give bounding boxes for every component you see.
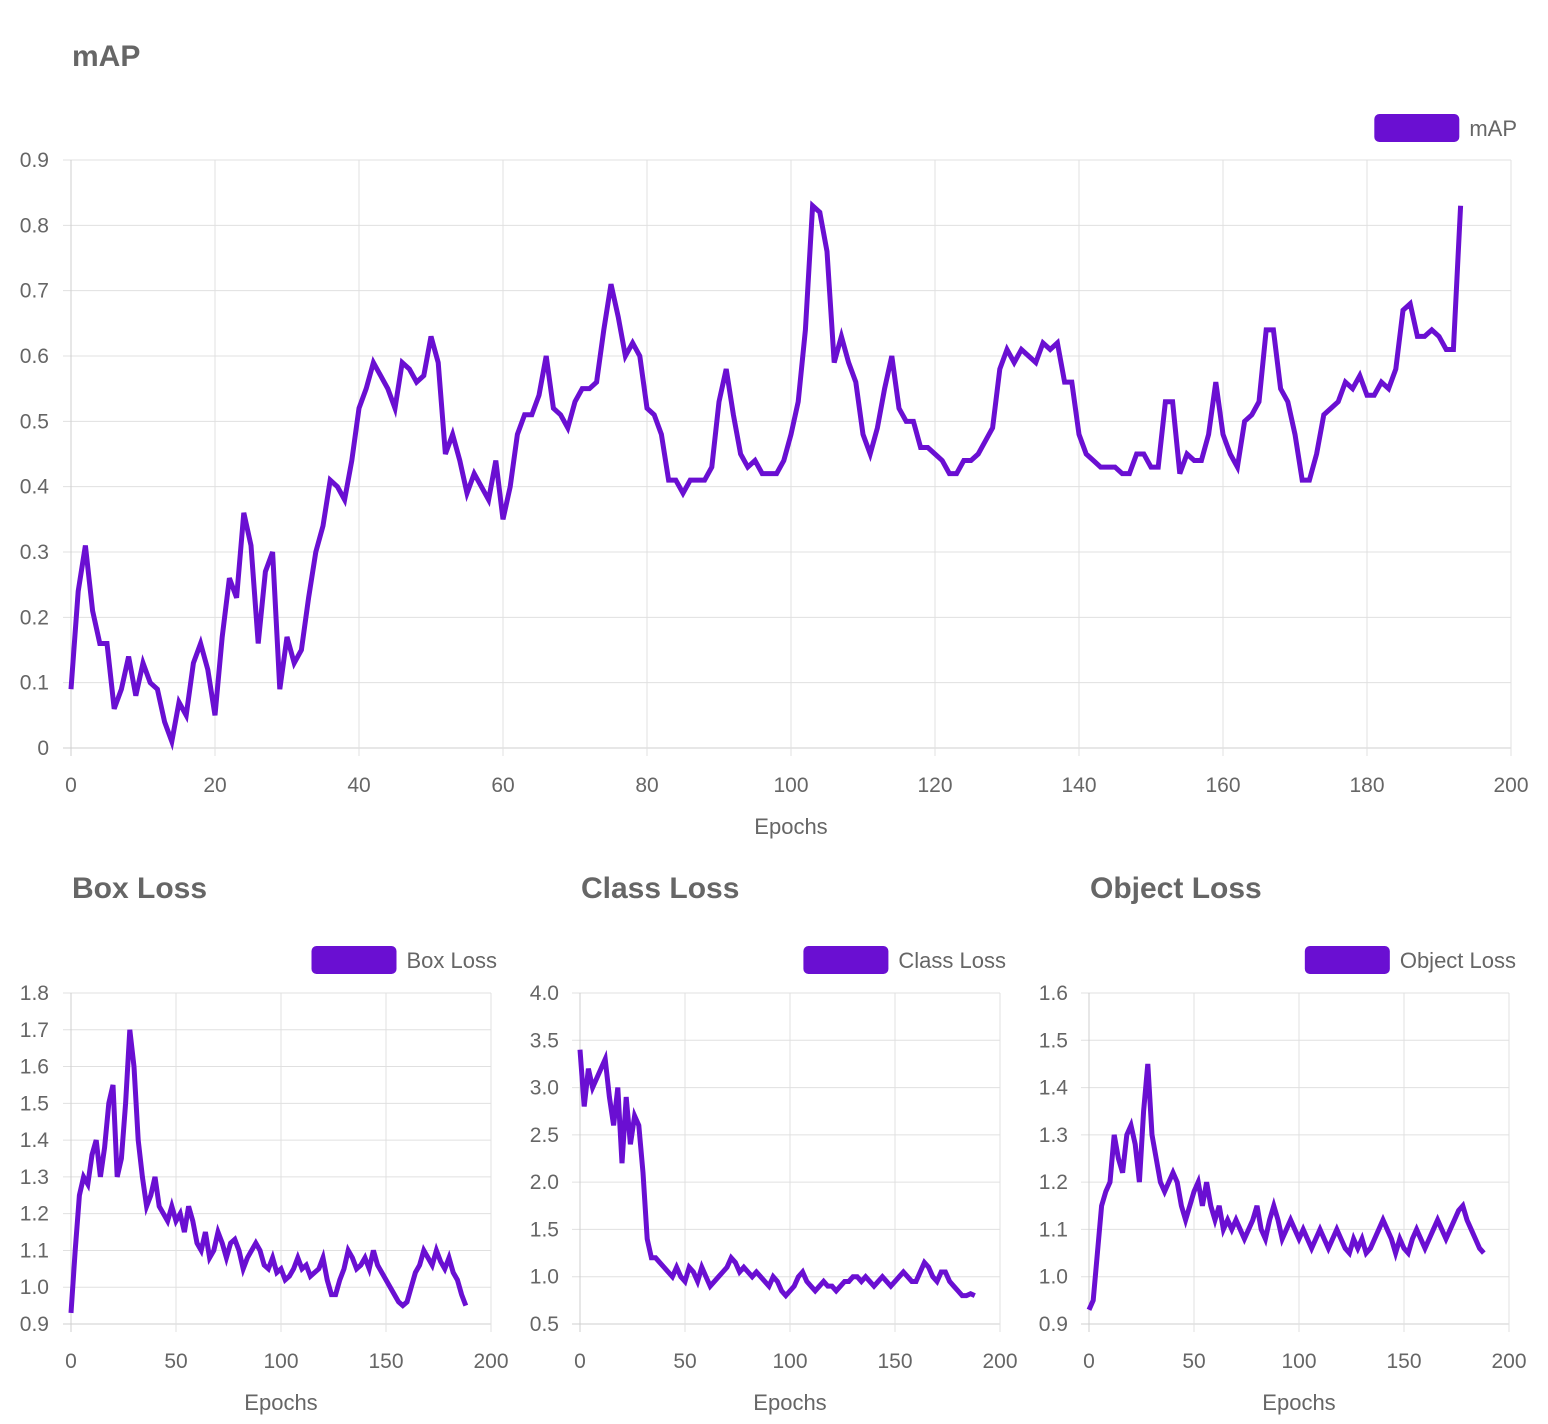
object-loss-series-line: [1086, 1063, 1486, 1311]
box-loss-x-tick-label: 50: [164, 1350, 187, 1373]
map-x-tick-label: 200: [1493, 774, 1528, 797]
class-loss-x-axis-title: Epochs: [753, 1390, 826, 1415]
map-chart: mAP 0 0.1 0.2 0.3 0.4 0.5 0.6 0.7 0.8 0.9 0 20 40 60 8…: [20, 40, 1529, 840]
map-x-tick-label: 0: [65, 774, 77, 797]
box-loss-y-tick-label: 1.3: [20, 1166, 49, 1189]
box-loss-y-tick-label: 1.2: [20, 1203, 49, 1226]
map-x-tick-label: 120: [917, 774, 952, 797]
map-y-tick-label: 0.4: [20, 476, 50, 499]
map-series-line: [68, 200, 1464, 751]
class-loss-y-tick-label: 2.0: [530, 1171, 559, 1194]
object-loss-y-tick-label: 1.3: [1039, 1124, 1068, 1147]
map-y-tick-label: 0.7: [20, 280, 49, 303]
class-loss-legend-label: Class Loss: [898, 948, 1006, 973]
object-loss-y-tick-label: 0.9: [1039, 1313, 1068, 1336]
object-loss-x-tick-label: 200: [1491, 1350, 1526, 1373]
box-loss-x-tick-label: 0: [65, 1350, 77, 1373]
map-x-tick-label: 60: [491, 774, 514, 797]
object-loss-x-tick-label: 150: [1386, 1350, 1421, 1373]
class-loss-x-tick-label: 100: [772, 1350, 807, 1373]
map-chart-svg: 0 0.1 0.2 0.3 0.4 0.5 0.6 0.7 0.8 0.9 0 20 40 60 80 100…: [20, 114, 1529, 839]
box-loss-legend-swatch: [311, 946, 397, 974]
object-loss-legend-label: Object Loss: [1400, 948, 1516, 973]
map-x-tick-label: 80: [635, 774, 658, 797]
map-y-tick-label: 0.6: [20, 345, 49, 368]
object-loss-x-tick-label: 50: [1182, 1350, 1205, 1373]
class-loss-y-tick-label: 4.0: [530, 982, 559, 1005]
box-loss-y-tick-label: 1.1: [20, 1239, 49, 1262]
object-loss-y-tick-label: 1.2: [1039, 1171, 1068, 1194]
class-loss-x-tick-label: 0: [574, 1350, 586, 1373]
class-loss-x-tick-label: 150: [877, 1350, 912, 1373]
box-loss-y-tick-label: 1.6: [20, 1056, 49, 1079]
map-y-tick-label: 0.2: [20, 606, 49, 629]
box-loss-y-tick-label: 1.0: [20, 1276, 49, 1299]
object-loss-x-tick-label: 100: [1281, 1350, 1316, 1373]
box-loss-y-tick-label: 1.4: [20, 1129, 50, 1152]
map-y-tick-label: 0: [37, 737, 49, 760]
map-y-tick-label: 0.9: [20, 149, 49, 172]
map-y-tick-label: 0.5: [20, 410, 49, 433]
class-loss-series-line: [577, 1049, 976, 1300]
object-loss-y-tick-label: 1.0: [1039, 1266, 1068, 1289]
class-loss-y-tick-label: 1.5: [530, 1218, 559, 1241]
map-x-tick-label: 100: [773, 774, 808, 797]
object-loss-y-tick-label: 1.5: [1039, 1029, 1068, 1052]
map-y-tick-label: 0.1: [20, 672, 49, 695]
map-x-tick-label: 140: [1061, 774, 1096, 797]
class-loss-chart-title: Class Loss: [581, 872, 740, 905]
box-loss-x-axis-title: Epochs: [244, 1390, 317, 1415]
box-loss-y-tick-label: 1.7: [20, 1019, 49, 1042]
map-y-tick-label: 0.8: [20, 214, 49, 237]
box-loss-chart-title: Box Loss: [72, 872, 208, 905]
map-chart-title: mAP: [72, 40, 141, 73]
box-loss-x-tick-label: 100: [263, 1350, 298, 1373]
box-loss-legend-label: Box Loss: [407, 948, 498, 973]
map-x-tick-label: 20: [203, 774, 226, 797]
class-loss-y-tick-label: 1.0: [530, 1266, 559, 1289]
object-loss-legend-swatch: [1304, 946, 1390, 974]
class-loss-y-tick-label: 2.5: [530, 1124, 559, 1147]
object-loss-y-tick-label: 1.4: [1039, 1077, 1069, 1100]
class-loss-y-tick-label: 0.5: [530, 1313, 559, 1336]
map-legend-label: mAP: [1469, 116, 1517, 141]
class-loss-y-tick-label: 3.0: [530, 1077, 559, 1100]
box-loss-x-tick-label: 150: [368, 1350, 403, 1373]
map-legend-swatch: [1374, 114, 1460, 142]
box-loss-y-tick-label: 0.9: [20, 1313, 49, 1336]
object-loss-y-tick-label: 1.6: [1039, 982, 1068, 1005]
class-loss-x-tick-label: 200: [982, 1350, 1017, 1373]
class-loss-x-tick-label: 50: [673, 1350, 696, 1373]
map-x-tick-label: 180: [1349, 774, 1384, 797]
object-loss-y-tick-label: 1.1: [1039, 1218, 1068, 1241]
map-x-axis-title: Epochs: [754, 814, 827, 839]
class-loss-legend-swatch: [803, 946, 889, 974]
object-loss-chart-title: Object Loss: [1090, 872, 1262, 905]
map-y-tick-label: 0.3: [20, 541, 49, 564]
box-loss-x-tick-label: 200: [473, 1350, 508, 1373]
box-loss-series-line: [68, 1029, 469, 1314]
object-loss-x-tick-label: 0: [1083, 1350, 1095, 1373]
object-loss-x-axis-title: Epochs: [1262, 1390, 1335, 1415]
box-loss-y-tick-label: 1.5: [20, 1092, 49, 1115]
box-loss-y-tick-label: 1.8: [20, 982, 49, 1005]
map-x-tick-label: 160: [1205, 774, 1240, 797]
map-x-tick-label: 40: [347, 774, 370, 797]
class-loss-y-tick-label: 3.5: [530, 1029, 559, 1052]
